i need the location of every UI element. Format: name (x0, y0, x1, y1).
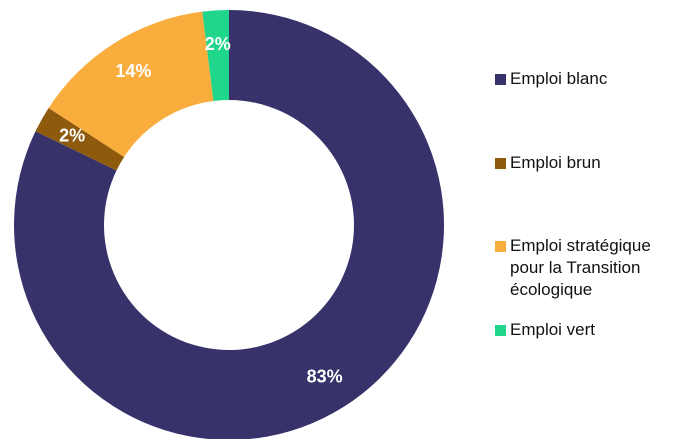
legend-item: Emploi blanc (495, 68, 607, 90)
slice (202, 10, 229, 101)
legend-label: Emploi vert (510, 320, 596, 339)
legend-swatch (495, 158, 506, 169)
legend-item: Emploi vert (495, 319, 595, 341)
legend-item: Emploi brun (495, 152, 601, 174)
slice (14, 10, 444, 439)
value-label: 2% (59, 125, 85, 145)
legend-swatch (495, 241, 506, 252)
value-label: 2% (205, 34, 231, 54)
slice (35, 107, 125, 171)
legend-swatch (495, 325, 506, 336)
legend-label: Emploi brun (510, 153, 601, 172)
value-label: 83% (307, 366, 343, 386)
legend-swatch (495, 74, 506, 85)
legend-label: Emploi blanc (510, 69, 608, 88)
slice (48, 11, 214, 157)
value-label: 14% (115, 61, 151, 81)
legend-label: Emploi stratégique pour la Transition éc… (510, 236, 651, 299)
legend-item: Emploi stratégique pour la Transition éc… (495, 235, 684, 301)
